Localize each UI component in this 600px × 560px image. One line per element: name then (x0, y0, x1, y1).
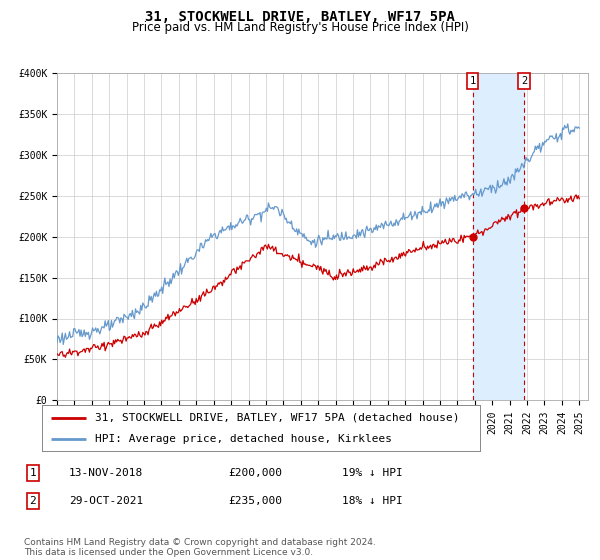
Text: 29-OCT-2021: 29-OCT-2021 (69, 496, 143, 506)
Text: 2: 2 (521, 76, 527, 86)
Text: 1: 1 (469, 76, 476, 86)
Text: 18% ↓ HPI: 18% ↓ HPI (342, 496, 403, 506)
Text: 19% ↓ HPI: 19% ↓ HPI (342, 468, 403, 478)
Text: £235,000: £235,000 (228, 496, 282, 506)
Bar (473, 73, 524, 400)
Text: Price paid vs. HM Land Registry's House Price Index (HPI): Price paid vs. HM Land Registry's House … (131, 21, 469, 34)
Text: Contains HM Land Registry data © Crown copyright and database right 2024.
This d: Contains HM Land Registry data © Crown c… (24, 538, 376, 557)
Text: £200,000: £200,000 (228, 468, 282, 478)
Text: 1: 1 (29, 468, 37, 478)
Text: 31, STOCKWELL DRIVE, BATLEY, WF17 5PA (detached house): 31, STOCKWELL DRIVE, BATLEY, WF17 5PA (d… (95, 413, 459, 423)
Text: 2: 2 (29, 496, 37, 506)
Text: 13-NOV-2018: 13-NOV-2018 (69, 468, 143, 478)
Text: HPI: Average price, detached house, Kirklees: HPI: Average price, detached house, Kirk… (95, 435, 392, 444)
Text: 31, STOCKWELL DRIVE, BATLEY, WF17 5PA: 31, STOCKWELL DRIVE, BATLEY, WF17 5PA (145, 10, 455, 24)
